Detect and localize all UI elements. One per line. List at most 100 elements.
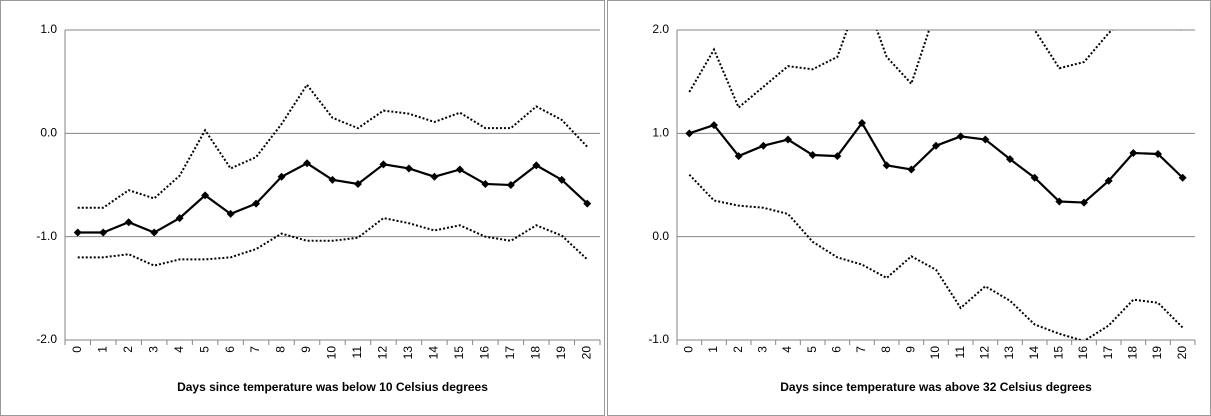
data-point [583,199,592,208]
data-point [226,209,235,218]
data-point [1006,155,1014,164]
data-point [430,172,439,181]
data-point [956,132,965,141]
x-tick-label: 17 [503,346,517,360]
data-point [734,152,743,161]
x-tick-label: 2 [121,346,135,353]
x-tick-label: 16 [478,346,492,360]
x-tick-label: 19 [1150,346,1164,360]
x-tick-label: 17 [1101,346,1115,360]
data-point [685,129,694,138]
data-point [73,228,82,237]
data-point [455,165,464,174]
data-point [252,199,261,208]
x-axis-title: Days since temperature was below 10 Cels… [177,380,488,394]
series-line [688,121,1184,204]
x-tick-label: 1 [95,346,109,353]
x-tick-label: 5 [197,346,211,353]
data-point [932,141,940,150]
x-tick-label: 8 [274,346,288,353]
x-tick-label: 12 [978,346,992,360]
series-line [77,162,589,234]
data-point [1080,198,1088,207]
x-tick-label: 12 [376,346,390,360]
x-tick-label: 6 [223,346,237,353]
x-tick-label: 14 [1027,346,1041,360]
plot-area [73,83,592,267]
series-line [77,216,588,267]
data-point [379,160,388,169]
data-point [175,214,184,223]
data-point [303,159,312,168]
x-tick-label: 8 [879,346,893,353]
data-point [99,228,108,237]
x-tick-label: 4 [780,346,794,353]
x-tick-label: 15 [452,346,466,360]
data-point [759,141,768,150]
x-tick-label: 0 [70,346,84,353]
data-point [328,175,337,184]
series-line [688,30,1183,110]
x-tick-label: 20 [1175,346,1189,360]
x-tick-label: 3 [146,346,160,353]
x-axis-title: Days since temperature was above 32 Cels… [780,380,1092,394]
x-tick-label: 20 [579,346,593,360]
x-tick-label: 4 [172,346,186,353]
x-tick-label: 15 [1052,346,1066,360]
data-point [532,161,541,170]
data-point [808,151,817,160]
y-tick-label: -1.0 [36,229,57,243]
x-tick-label: 11 [953,346,967,359]
x-tick-label: 9 [904,346,918,353]
y-tick-label: 0.0 [40,126,57,140]
x-tick-label: 13 [401,346,415,360]
x-tick-label: 6 [830,346,844,353]
data-point [784,135,792,144]
data-point [201,191,210,200]
x-tick-label: 18 [528,346,542,360]
x-tick-label: 11 [350,346,364,359]
data-point [1154,150,1162,158]
x-tick-label: 16 [1076,346,1090,360]
data-point [858,119,866,127]
y-tick-label: 2.0 [652,22,669,36]
x-tick-label: 10 [325,346,339,360]
x-tick-label: 19 [554,346,568,360]
x-tick-label: 7 [248,346,262,353]
x-tick-label: 7 [854,346,868,353]
data-point [150,228,159,237]
x-tick-label: 5 [805,346,819,353]
data-point [277,172,286,181]
y-tick-label: -2.0 [36,332,57,346]
plot-area [685,30,1187,340]
x-tick-label: 9 [299,346,313,353]
x-tick-label: 1 [706,346,720,353]
data-point [1055,197,1064,206]
data-point [981,135,990,144]
data-point [506,181,515,189]
data-point [833,152,842,161]
data-point [353,179,362,188]
series-line [688,173,1184,340]
data-point [882,161,891,170]
x-tick-label: 2 [731,346,745,353]
x-tick-label: 14 [427,346,441,360]
data-point [1178,173,1187,182]
x-tick-label: 0 [682,346,696,353]
x-tick-label: 18 [1126,346,1140,360]
y-tick-label: 0.0 [652,229,669,243]
data-point [557,175,566,184]
data-point [124,218,133,227]
series-line [77,83,588,209]
data-point [404,164,413,173]
y-tick-label: 1.0 [652,126,669,140]
y-tick-label: -1.0 [648,332,669,346]
x-tick-label: 3 [756,346,770,353]
x-tick-label: 10 [928,346,942,360]
data-point [481,179,490,188]
data-point [1030,173,1039,182]
data-point [1129,148,1138,157]
data-point [710,121,718,130]
data-point [1104,176,1113,185]
